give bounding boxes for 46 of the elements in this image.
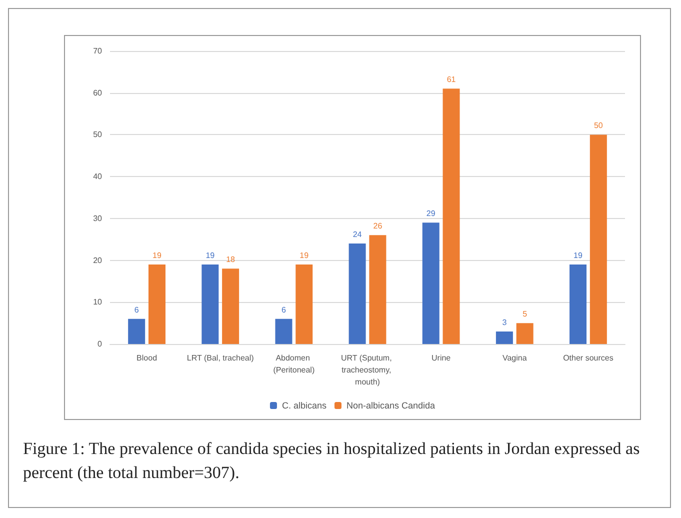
data-label: 19 (206, 250, 216, 260)
bar (275, 318, 292, 344)
y-tick-label: 20 (93, 256, 103, 265)
data-label: 61 (446, 75, 456, 84)
data-label: 6 (282, 305, 286, 314)
x-tick-label: LRT (Bal, tracheal) (186, 354, 254, 362)
data-label: 19 (152, 250, 162, 260)
data-label: 19 (574, 250, 584, 260)
bar (570, 264, 587, 344)
data-label: 50 (594, 121, 604, 130)
x-tick-label: Vagina (502, 354, 528, 362)
bar (202, 264, 219, 344)
data-label: 24 (352, 230, 362, 240)
y-tick-label: 40 (93, 172, 103, 182)
y-tick-label: 50 (93, 130, 103, 140)
caption: Figure 1: The prevalence of candida species in hospitalized patients in Jordan expressed as percent (the total number=307). (23, 438, 641, 484)
bar (590, 134, 607, 344)
bar (422, 222, 440, 344)
data-label: 6 (134, 305, 140, 314)
bar (128, 318, 146, 344)
bar (148, 264, 166, 344)
data-label: 19 (300, 250, 310, 260)
data-label: 29 (426, 209, 436, 218)
legend-label: C. albicans (282, 400, 327, 410)
x-tick-label: Urine (432, 354, 452, 362)
y-tick-label: 70 (93, 46, 103, 56)
y-tick-label: 10 (93, 298, 103, 307)
legend-label: Non-albicans Candida (346, 400, 436, 410)
x-tick-label: URT (Sputum, tracheostomy, mouth) (340, 354, 394, 386)
x-tick-label: Abdomen (Peritoneal) (273, 354, 315, 374)
data-label: 18 (226, 255, 236, 264)
bar (222, 268, 240, 344)
y-tick-label: 60 (93, 88, 103, 98)
bar (348, 244, 366, 344)
data-label: 26 (373, 222, 383, 231)
y-tick-label: 30 (93, 214, 103, 223)
bar (369, 235, 386, 344)
bar (296, 264, 313, 344)
bar (496, 331, 513, 344)
x-tick-label: Other sources (563, 354, 614, 362)
x-tick-label: Blood (136, 354, 158, 362)
data-label: 3 (502, 318, 508, 327)
y-tick-label: 0 (98, 340, 103, 348)
bar (516, 323, 534, 344)
data-label: 5 (522, 310, 528, 319)
bar (442, 88, 460, 344)
